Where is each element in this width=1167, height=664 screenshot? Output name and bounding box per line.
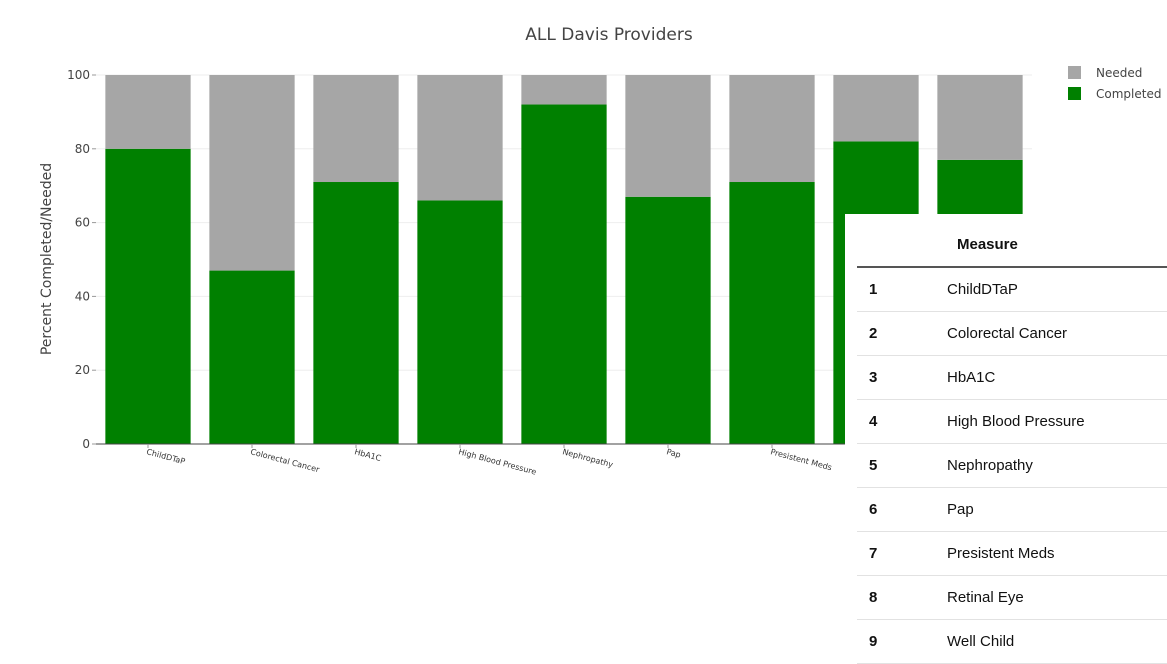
x-tick-label: Nephropathy bbox=[561, 447, 614, 469]
legend-swatch-completed bbox=[1068, 87, 1081, 100]
bar-completed-2 bbox=[209, 270, 295, 444]
x-tick-label: ChildDTaP bbox=[145, 447, 186, 466]
row-number: 2 bbox=[857, 311, 947, 356]
bar-needed-2 bbox=[209, 75, 295, 271]
row-measure: Well Child bbox=[947, 619, 1167, 664]
row-number: 6 bbox=[857, 487, 947, 532]
row-measure: Nephropathy bbox=[947, 443, 1167, 488]
bar-needed-9 bbox=[937, 75, 1023, 160]
row-measure: Colorectal Cancer bbox=[947, 311, 1167, 356]
row-number: 1 bbox=[857, 267, 947, 312]
measure-table-panel: Measure 1 ChildDTaP 2 Colorectal Cancer 3 HbA… bbox=[845, 214, 1167, 664]
table-row: 8 Retinal Eye bbox=[857, 575, 1167, 620]
bar-needed-5 bbox=[521, 75, 607, 105]
bar-needed-3 bbox=[313, 75, 399, 183]
table-row: 4 High Blood Pressure bbox=[857, 399, 1167, 444]
row-number: 9 bbox=[857, 619, 947, 664]
measure-table: Measure 1 ChildDTaP 2 Colorectal Cancer 3 HbA… bbox=[857, 222, 1167, 664]
table-header-row: Measure bbox=[857, 222, 1167, 268]
x-tick-label: HbA1C bbox=[353, 447, 382, 463]
chart-title: ALL Davis Providers bbox=[525, 25, 693, 45]
x-tick-label: Pap bbox=[665, 447, 681, 459]
table-row: 2 Colorectal Cancer bbox=[857, 311, 1167, 356]
x-tick-label: Presistent Meds bbox=[769, 447, 832, 472]
bar-needed-7 bbox=[729, 75, 815, 183]
header-number bbox=[857, 222, 947, 268]
header-measure: Measure bbox=[947, 222, 1167, 268]
y-tick-label: 0 bbox=[82, 437, 90, 451]
bar-completed-1 bbox=[105, 148, 191, 445]
table-row: 9 Well Child bbox=[857, 619, 1167, 664]
row-measure: Retinal Eye bbox=[947, 575, 1167, 620]
legend-swatch-needed bbox=[1068, 66, 1081, 79]
bar-completed-3 bbox=[313, 182, 399, 444]
row-number: 3 bbox=[857, 355, 947, 400]
x-tick-label: Colorectal Cancer bbox=[249, 447, 321, 474]
y-tick-label: 100 bbox=[67, 68, 90, 82]
table-row: 5 Nephropathy bbox=[857, 443, 1167, 488]
y-tick-label: 40 bbox=[75, 289, 90, 303]
row-number: 7 bbox=[857, 531, 947, 576]
y-axis-label: Percent Completed/Needed bbox=[39, 163, 55, 355]
table-row: 7 Presistent Meds bbox=[857, 531, 1167, 576]
bar-needed-8 bbox=[833, 75, 919, 142]
x-tick-label: High Blood Pressure bbox=[457, 447, 537, 476]
y-tick-label: 60 bbox=[75, 216, 90, 230]
legend-label-completed: Completed bbox=[1096, 87, 1161, 101]
row-number: 5 bbox=[857, 443, 947, 488]
table-row: 1 ChildDTaP bbox=[857, 267, 1167, 312]
row-number: 4 bbox=[857, 399, 947, 444]
bar-completed-7 bbox=[729, 182, 815, 444]
y-tick-label: 80 bbox=[75, 142, 90, 156]
row-number: 8 bbox=[857, 575, 947, 620]
row-measure: High Blood Pressure bbox=[947, 399, 1167, 444]
bar-completed-6 bbox=[625, 196, 711, 444]
legend-label-needed: Needed bbox=[1096, 66, 1142, 80]
row-measure: Presistent Meds bbox=[947, 531, 1167, 576]
bar-needed-4 bbox=[417, 75, 503, 201]
bar-needed-1 bbox=[105, 75, 191, 149]
y-tick-label: 20 bbox=[75, 363, 90, 377]
bar-completed-5 bbox=[521, 104, 607, 445]
bar-completed-4 bbox=[417, 200, 503, 444]
table-row: 6 Pap bbox=[857, 487, 1167, 532]
row-measure: HbA1C bbox=[947, 355, 1167, 400]
table-row: 3 HbA1C bbox=[857, 355, 1167, 400]
legend: Needed Completed bbox=[1068, 66, 1161, 101]
row-measure: ChildDTaP bbox=[947, 267, 1167, 312]
bar-needed-6 bbox=[625, 75, 711, 197]
row-measure: Pap bbox=[947, 487, 1167, 532]
